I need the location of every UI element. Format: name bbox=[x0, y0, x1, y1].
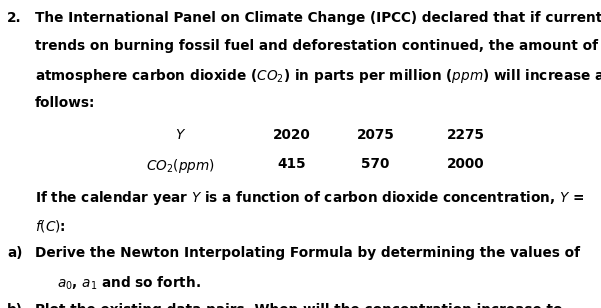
Text: $\it{CO_2(ppm)}$: $\it{CO_2(ppm)}$ bbox=[146, 157, 215, 175]
Text: atmosphere carbon dioxide ($\it{CO_2}$) in parts per million ($\it{ppm}$) will i: atmosphere carbon dioxide ($\it{CO_2}$) … bbox=[35, 67, 601, 85]
Text: Derive the Newton Interpolating Formula by determining the values of: Derive the Newton Interpolating Formula … bbox=[35, 246, 580, 260]
Text: 2275: 2275 bbox=[447, 128, 485, 142]
Text: b): b) bbox=[7, 303, 23, 308]
Text: follows:: follows: bbox=[35, 96, 95, 110]
Text: 2000: 2000 bbox=[447, 157, 484, 171]
Text: trends on burning fossil fuel and deforestation continued, the amount of: trends on burning fossil fuel and defore… bbox=[35, 39, 598, 53]
Text: a): a) bbox=[7, 246, 23, 260]
Text: $\it{a_0}$, $\it{a_1}$ and so forth.: $\it{a_0}$, $\it{a_1}$ and so forth. bbox=[57, 274, 201, 292]
Text: $\it{f(C)}$:: $\it{f(C)}$: bbox=[35, 218, 66, 234]
Text: 415: 415 bbox=[277, 157, 306, 171]
Text: If the calendar year $\it{Y}$ is a function of carbon dioxide concentration, $\i: If the calendar year $\it{Y}$ is a funct… bbox=[35, 189, 584, 207]
Text: 2020: 2020 bbox=[273, 128, 310, 142]
Text: 2075: 2075 bbox=[356, 128, 395, 142]
Text: $\it{Y}$: $\it{Y}$ bbox=[175, 128, 186, 142]
Text: 2.: 2. bbox=[7, 11, 22, 25]
Text: 570: 570 bbox=[361, 157, 390, 171]
Text: Plot the existing data pairs. When will the concentration increase to: Plot the existing data pairs. When will … bbox=[35, 303, 563, 308]
Text: The International Panel on Climate Change (IPCC) declared that if current: The International Panel on Climate Chang… bbox=[35, 11, 601, 25]
